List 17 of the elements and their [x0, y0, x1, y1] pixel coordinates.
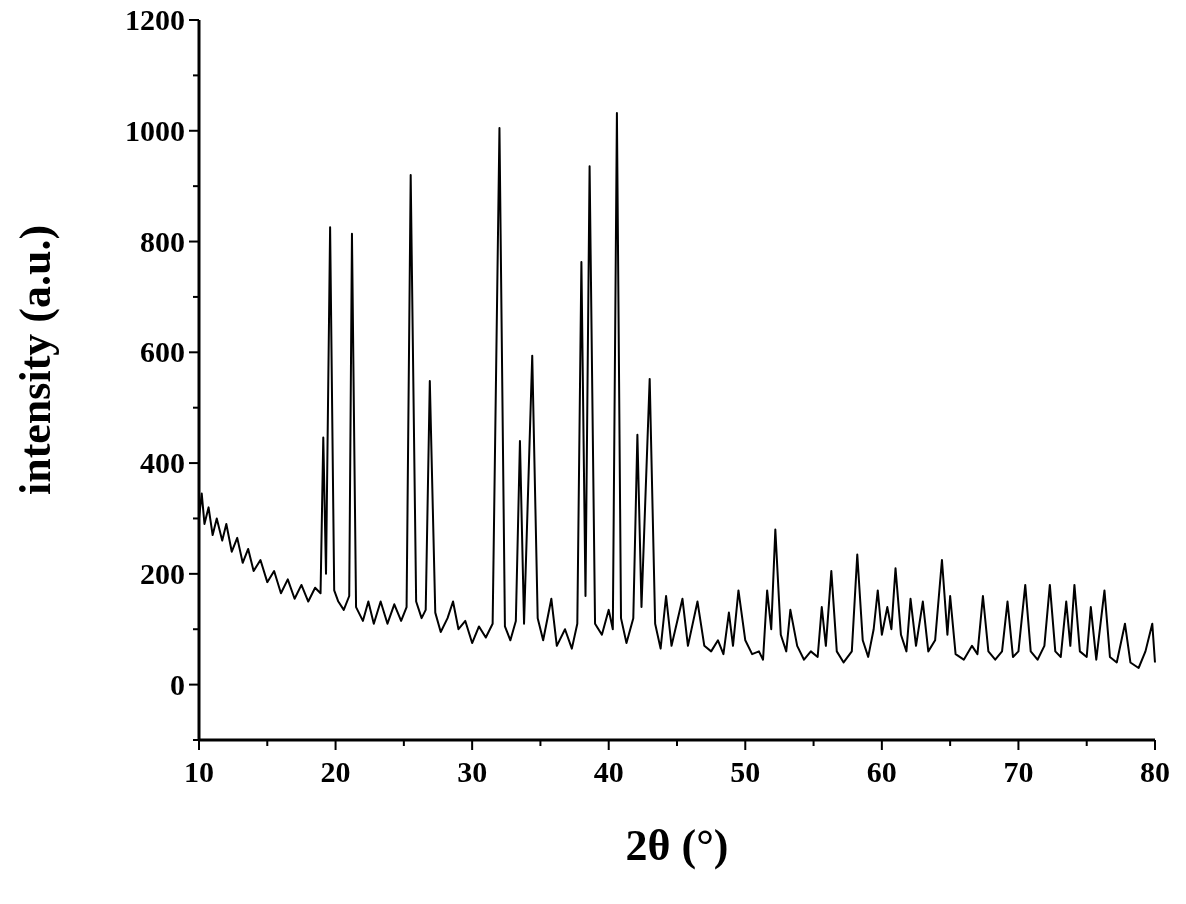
x-tick-label: 20: [320, 755, 351, 788]
y-axis-title: intensity (a.u.): [11, 224, 60, 496]
y-tick-label: 600: [140, 335, 185, 369]
x-tick-label: 80: [1140, 755, 1170, 788]
x-tick-label: 50: [730, 755, 761, 788]
x-tick-label: 10: [184, 755, 214, 788]
y-tick-label: 1200: [125, 3, 185, 36]
x-tick-label: 40: [593, 755, 624, 788]
x-tick-label: 70: [1003, 755, 1034, 788]
x-axis-title: 2θ (°): [625, 821, 729, 870]
y-tick-label: 400: [140, 446, 185, 480]
y-tick-label: 1000: [125, 113, 185, 147]
x-tick-label: 60: [866, 755, 897, 788]
y-tick-label: 0: [170, 667, 185, 701]
x-tick-label: 30: [457, 755, 488, 788]
y-tick-label: 200: [140, 556, 185, 590]
y-tick-label: 800: [140, 224, 185, 258]
